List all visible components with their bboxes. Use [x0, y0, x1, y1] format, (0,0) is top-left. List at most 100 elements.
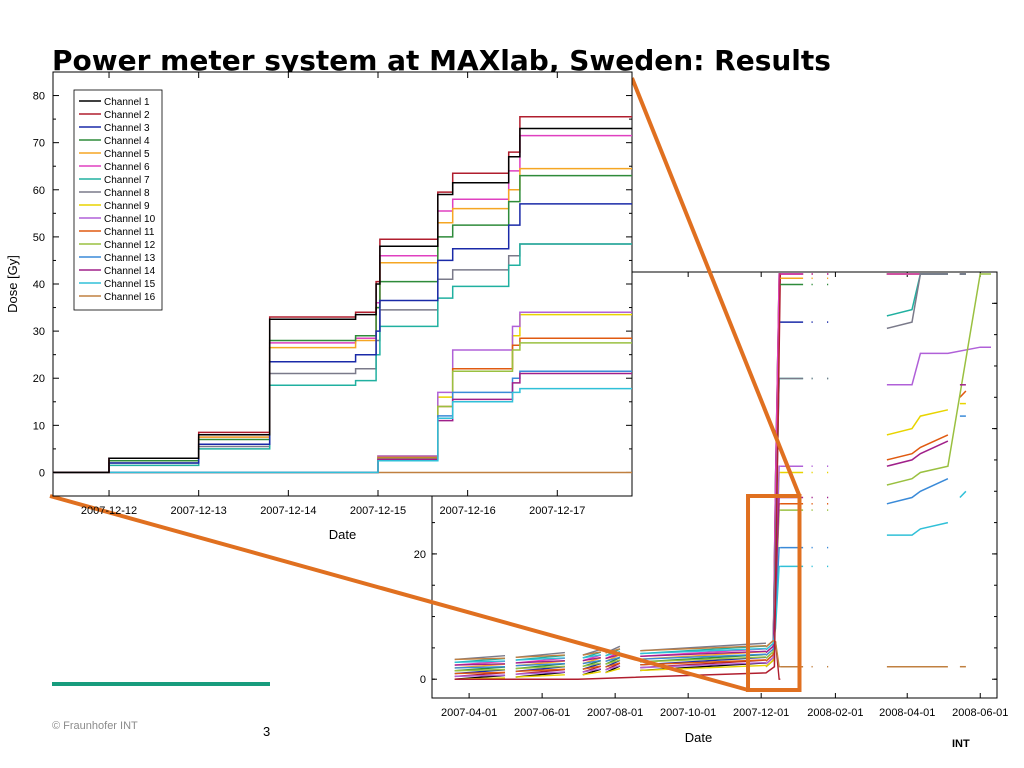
inset-y-tick-label: 30: [33, 326, 45, 338]
main-series-early-segment: [515, 668, 565, 673]
inset-y-tick-label: 20: [33, 373, 45, 385]
inset-x-tick-label: 2007-12-16: [439, 505, 495, 517]
inset-x-tick-label: 2007-12-12: [81, 505, 137, 517]
main-series-early-segment: [582, 668, 601, 673]
main-series-early-segment: [582, 659, 601, 665]
inset-y-tick-label: 0: [39, 467, 45, 479]
main-series-early-segment: [454, 660, 506, 663]
main-series-early-segment: [515, 671, 565, 675]
inset-legend-label: Channel 7: [104, 175, 150, 186]
main-x-tick-label: 2007-08-01: [587, 707, 643, 719]
zoom-connector-lines: [49, 77, 802, 692]
inset-y-tick-label: 60: [33, 185, 45, 197]
main-series-early-segment: [640, 653, 767, 660]
main-series-early-segment: [605, 656, 621, 663]
main-series-line-ch13: [886, 478, 949, 505]
inset-x-tick-label: 2007-12-14: [260, 505, 316, 517]
main-series-early-segment: [605, 667, 621, 674]
main-x-tick-label: 2007-10-01: [660, 707, 716, 719]
inset-series-line-ch15: [53, 387, 632, 474]
inset-series-line-ch4: [53, 174, 632, 474]
main-series-line-ch15: [886, 521, 949, 536]
inset-y-axis-title: Dose [Gy]: [5, 255, 20, 313]
main-series-early-segment: [454, 674, 506, 678]
main-x-axis-title: Date: [685, 730, 712, 745]
inset-legend-label: Channel 2: [104, 110, 150, 121]
inset-legend-label: Channel 10: [104, 214, 156, 225]
main-series-early-segment: [515, 665, 565, 670]
main-series-line-ch10: [886, 346, 991, 386]
inset-legend-label: Channel 12: [104, 240, 156, 251]
main-series-early-segment: [640, 664, 767, 672]
main-series-early-segment: [454, 657, 506, 661]
page-number: 3: [263, 724, 271, 739]
main-x-tick-label: 2008-06-01: [952, 707, 1008, 719]
main-series-line-ch11: [886, 434, 949, 461]
main-series-line-ch12: [886, 273, 991, 486]
main-series-early-segment: [582, 656, 601, 662]
inset-y-tick-label: 80: [33, 91, 45, 103]
inset-y-tick-label: 70: [33, 138, 45, 150]
main-series-line-ch11: [959, 390, 967, 398]
inset-legend-label: Channel 15: [104, 279, 156, 290]
main-series-early-segment: [454, 665, 506, 669]
inset-legend-label: Channel 8: [104, 188, 150, 199]
zoom-connector-top: [630, 77, 802, 497]
inset-series-line-ch3: [53, 203, 632, 474]
footer-accent-bar: [52, 682, 270, 686]
inset-x-tick-label: 2007-12-15: [350, 505, 406, 517]
main-x-tick-label: 2008-04-01: [879, 707, 935, 719]
inset-legend-label: Channel 11: [104, 227, 155, 238]
main-series-early-segment: [454, 663, 506, 666]
inset-series-line-ch7: [53, 243, 632, 474]
inset-legend-label: Channel 16: [104, 292, 156, 303]
inset-chart: 0 10 20 30 40 50 60 70 80 2007-12-12 2007-12-13 200…: [5, 71, 633, 542]
inset-x-tick-label: 2007-12-13: [171, 505, 227, 517]
main-series-early-segment: [582, 670, 601, 676]
main-y-tick-label: 0: [420, 674, 426, 686]
main-x-tick-label: 2007-06-01: [514, 707, 570, 719]
main-y-tick-label: 20: [414, 549, 426, 561]
main-series-early-segment: [582, 665, 601, 670]
main-series-step-segment: [765, 639, 781, 668]
main-series-line-ch14: [886, 440, 949, 467]
main-series-line-ch9: [886, 409, 949, 436]
inset-legend-label: Channel 14: [104, 266, 156, 277]
inset-y-tick-label: 10: [33, 420, 45, 432]
main-series-early-segment: [605, 662, 621, 668]
main-x-tick-label: 2008-02-01: [807, 707, 863, 719]
inset-x-tick-label: 2007-12-17: [529, 505, 585, 517]
inset-legend-label: Channel 1: [104, 97, 150, 108]
main-series-line-ch8: [886, 273, 948, 330]
inset-legend-label: Channel 9: [104, 201, 150, 212]
main-x-tick-label: 2007-12-01: [733, 707, 789, 719]
main-series-early-segment: [454, 671, 506, 675]
main-series-early-segment: [515, 660, 565, 664]
inset-legend-label: Channel 4: [104, 136, 150, 147]
zoom-connector-bottom: [49, 494, 749, 692]
inset-y-tick-label: 50: [33, 232, 45, 244]
inset-legend-label: Channel 5: [104, 149, 150, 160]
main-series-early-segment: [515, 657, 565, 661]
main-series-early-segment: [582, 654, 601, 659]
main-series-early-segment: [582, 662, 601, 668]
main-series-early-segment: [605, 659, 621, 665]
main-series-early-segment: [640, 644, 767, 652]
inset-legend-label: Channel 6: [104, 162, 150, 173]
zoom-highlight-box: [746, 494, 802, 692]
inset-x-axis-title: Date: [329, 527, 356, 542]
main-x-tick-label: 2007-04-01: [441, 707, 497, 719]
main-series-early-segment: [640, 647, 767, 655]
inset-legend-label: Channel 3: [104, 123, 150, 134]
main-series-early-segment: [515, 654, 565, 658]
main-series-line-ch15: [959, 490, 967, 499]
main-series-early-segment: [515, 662, 565, 667]
main-series-early-segment: [582, 651, 601, 656]
copyright-notice: © Fraunhofer INT: [52, 720, 138, 732]
main-series-early-segment: [454, 668, 506, 672]
main-series-early-segment: [640, 650, 767, 658]
main-series-early-segment: [605, 665, 621, 671]
inset-series-line-ch1: [53, 127, 632, 474]
logo-text: INT: [952, 738, 970, 750]
